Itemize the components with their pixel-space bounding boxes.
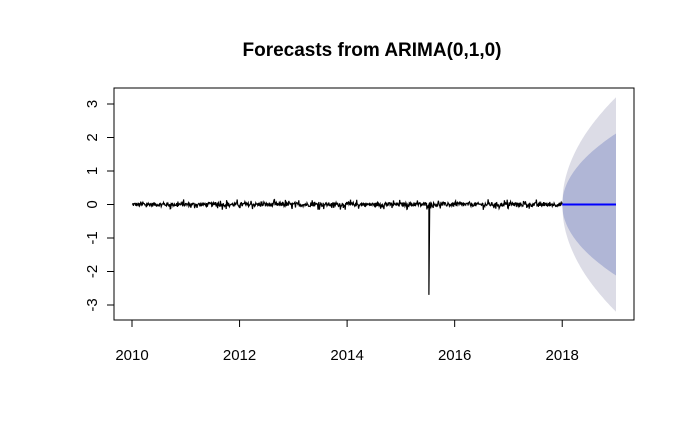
y-axis: -3 -2 -1 0 1 2 3 (84, 100, 115, 312)
x-tick-label: 2016 (438, 347, 471, 364)
y-tick-label: -1 (84, 231, 101, 244)
x-tick-label: 2010 (115, 347, 148, 364)
y-tick-label: 1 (84, 167, 101, 175)
x-tick-label: 2014 (330, 347, 363, 364)
y-tick-label: 2 (84, 133, 101, 141)
y-tick-label: -3 (84, 298, 101, 311)
y-tick-label: 3 (84, 100, 101, 108)
y-tick-label: 0 (84, 200, 101, 208)
x-tick-label: 2018 (546, 347, 579, 364)
observed-series-line (131, 198, 563, 295)
chart-title: Forecasts from ARIMA(0,1,0) (242, 40, 501, 61)
x-tick-label: 2012 (223, 347, 256, 364)
x-axis: 2010 2012 2014 2016 2018 (115, 319, 579, 364)
y-tick-label: -2 (84, 265, 101, 278)
series-lines (131, 198, 616, 295)
